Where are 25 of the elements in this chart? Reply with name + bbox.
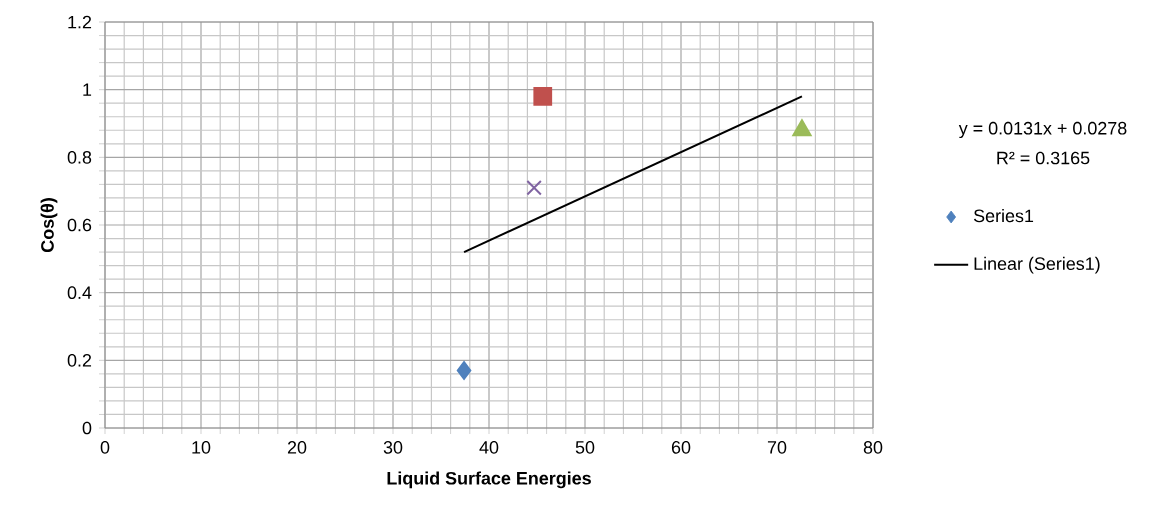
y-tick-label: 1.2: [68, 15, 92, 29]
x-tick-label: 0: [100, 441, 110, 454]
text: R² = 0.3165: [997, 151, 1090, 165]
y-tick-label: 0.8: [67, 150, 92, 164]
legend-label: Series1: [973, 209, 1034, 223]
point: [526, 180, 542, 196]
text: y = 0.0131x + 0.0278: [958, 121, 1127, 139]
y-tick-label: 0: [82, 421, 92, 435]
legend-label: Linear (Series1): [974, 256, 1100, 274]
x-tick-label: 80: [863, 441, 883, 454]
x-tick-label: 40: [479, 441, 499, 454]
x-axis-title: Liquid Surface Energies: [387, 471, 591, 489]
x-tick-label: 70: [767, 441, 787, 454]
x-tick-label: 20: [287, 441, 307, 454]
y-tick-label: 0.2: [67, 353, 92, 367]
x-tick-label: 30: [383, 441, 403, 454]
x-tick-label: 50: [575, 441, 595, 454]
point: [456, 361, 472, 380]
y-tick-label: 0.6: [67, 218, 92, 232]
y-axis-title: Cos(θ): [40, 198, 58, 253]
x-tick-label: 10: [192, 441, 211, 454]
y-tick-label: 1: [83, 83, 92, 96]
x-tick-label: 60: [671, 441, 691, 454]
y-tick-label: 0.4: [67, 286, 92, 300]
point: [533, 87, 553, 106]
